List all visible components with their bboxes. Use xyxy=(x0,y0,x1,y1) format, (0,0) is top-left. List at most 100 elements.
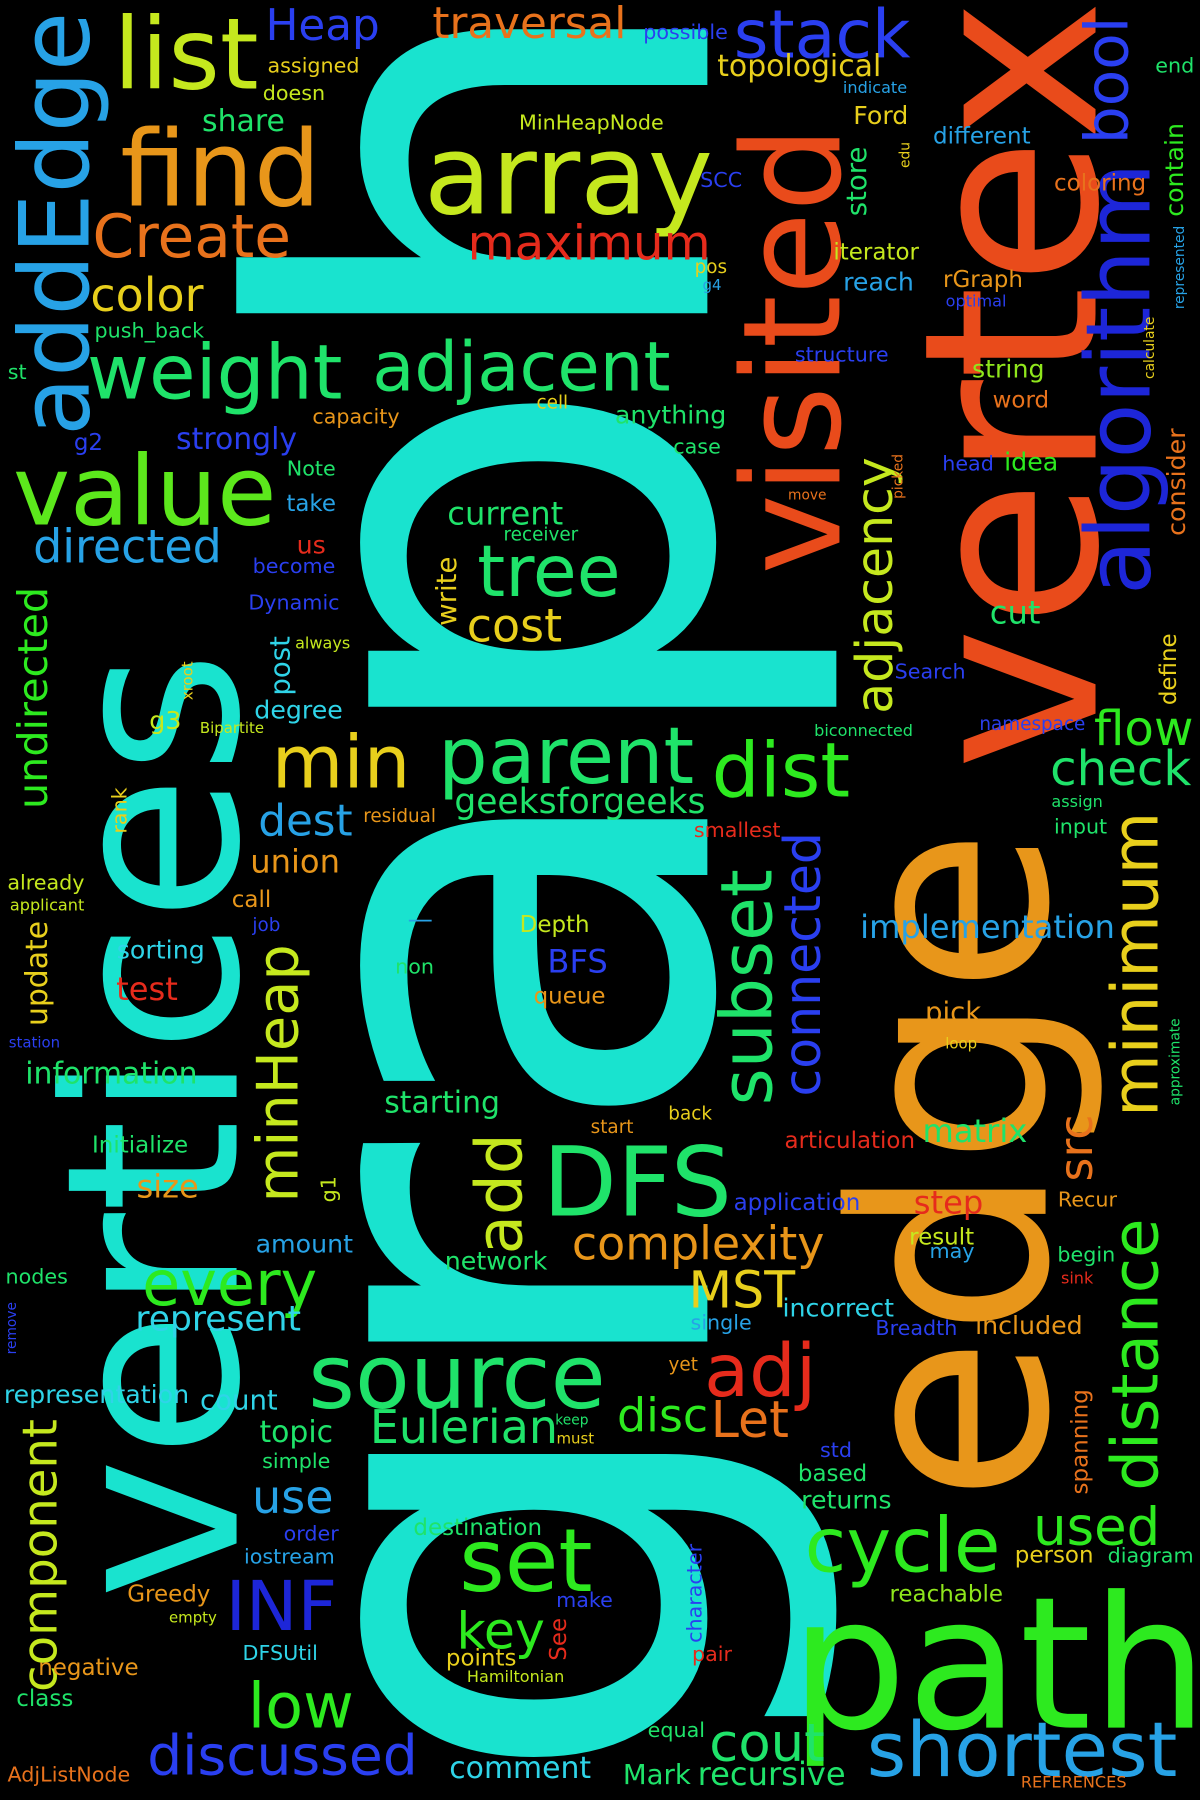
word-represented: represented xyxy=(1171,225,1188,310)
word-make: make xyxy=(556,1588,613,1613)
word-topic: topic xyxy=(259,1415,334,1450)
word-receiver: receiver xyxy=(503,523,579,546)
word-test: test xyxy=(116,970,178,1008)
word-Recur: Recur xyxy=(1057,1188,1118,1213)
word-DFS: DFS xyxy=(542,1126,732,1239)
word-dest: dest xyxy=(258,795,353,847)
word-take: take xyxy=(286,489,337,517)
word-Heap: Heap xyxy=(265,0,380,51)
word-topological: topological xyxy=(717,49,882,84)
word-class: class xyxy=(16,1684,74,1712)
word-Dynamic: Dynamic xyxy=(248,591,340,616)
word-push_back: push_back xyxy=(94,319,205,344)
word-back: back xyxy=(668,1102,712,1124)
word-disc: disc xyxy=(617,1390,709,1443)
word-may: may xyxy=(929,1239,975,1264)
word-residual: residual xyxy=(363,804,437,827)
word-pos: pos xyxy=(694,255,728,278)
word-source: source xyxy=(308,1325,606,1430)
word-different: different xyxy=(933,121,1031,150)
word-stack: stack xyxy=(733,0,911,74)
word-sink: sink xyxy=(1060,1269,1094,1289)
word-end: end xyxy=(1155,53,1195,79)
word-color: color xyxy=(90,269,204,323)
word-remove: remove xyxy=(3,1302,20,1355)
word-keep: keep xyxy=(555,1411,589,1429)
word-src: src xyxy=(1050,1114,1104,1182)
word-implementation: implementation xyxy=(860,908,1115,946)
word-g2: g2 xyxy=(73,428,104,456)
word-picked: picked xyxy=(889,453,907,499)
word-Breadth: Breadth xyxy=(875,1316,958,1341)
word-included: included xyxy=(975,1312,1083,1341)
word-Mark: Mark xyxy=(622,1758,691,1791)
word-string: string xyxy=(971,355,1045,385)
word-std: std xyxy=(819,1438,852,1463)
word-complexity: complexity xyxy=(571,1217,825,1271)
word-size: size xyxy=(136,1167,199,1206)
word-assign: assign xyxy=(1051,793,1103,812)
word-approximate: approximate xyxy=(1166,1018,1183,1106)
word-represent: represent xyxy=(135,1299,301,1340)
word-Initialize: Initialize xyxy=(92,1130,189,1159)
word-pick: pick xyxy=(924,996,982,1029)
word-See: See xyxy=(544,1617,572,1661)
word-cell: cell xyxy=(536,391,569,414)
word-input: input xyxy=(1053,815,1108,840)
word-dist: dist xyxy=(711,726,851,816)
word-Eulerian: Eulerian xyxy=(369,1401,558,1455)
word-assigned: assigned xyxy=(267,53,360,79)
word-order: order xyxy=(283,1522,339,1547)
word-applicant: applicant xyxy=(9,896,85,915)
word-min: min xyxy=(271,720,411,806)
word-idea: idea xyxy=(1004,448,1059,478)
word-spanning: spanning xyxy=(1065,1389,1094,1495)
word-shortest: shortest xyxy=(866,1705,1178,1795)
word-write: write xyxy=(430,556,463,626)
word-cycle: cycle xyxy=(804,1501,1001,1590)
word-AdjListNode: AdjListNode xyxy=(7,1763,131,1788)
word-coloring: coloring xyxy=(1054,168,1147,197)
word-anything: anything xyxy=(614,401,727,431)
word-directed: directed xyxy=(33,521,222,574)
word-cut: cut xyxy=(989,593,1041,632)
word-subset: subset xyxy=(705,869,789,1106)
word-must: must xyxy=(556,1430,595,1449)
word-value: value xyxy=(12,435,277,548)
word-network: network xyxy=(444,1247,548,1277)
word-union: union xyxy=(250,842,340,881)
word-key: key xyxy=(456,1602,545,1662)
word-incorrect: incorrect xyxy=(782,1294,895,1324)
word-biconnected: biconnected xyxy=(814,722,913,741)
word-optimal: optimal xyxy=(945,292,1007,312)
word-queue: queue xyxy=(533,981,606,1010)
word-equal: equal xyxy=(647,1718,706,1743)
word-application: application xyxy=(733,1188,861,1216)
word-possible: possible xyxy=(643,20,728,45)
word-cout: cout xyxy=(709,1711,825,1774)
word-smallest: smallest xyxy=(693,818,781,843)
word-amount: amount xyxy=(255,1230,354,1260)
word-used: used xyxy=(1033,1495,1161,1558)
word-Search: Search xyxy=(894,660,966,685)
word-word: word xyxy=(992,385,1050,414)
word-st: st xyxy=(7,360,27,385)
word-call: call xyxy=(231,885,272,913)
word-iterator: iterator xyxy=(833,237,919,266)
word-destination: destination xyxy=(413,1513,543,1541)
word-indicate: indicate xyxy=(842,79,908,98)
word-weight: weight xyxy=(86,328,343,417)
word-array: array xyxy=(423,111,713,240)
word-negative: negative xyxy=(38,1653,139,1681)
word-INF: INF xyxy=(225,1566,338,1648)
word-Let: Let xyxy=(710,1391,789,1450)
word-rank: rank xyxy=(107,787,133,834)
word-doesn: doesn xyxy=(262,81,326,106)
word-flow: flow xyxy=(1094,700,1194,757)
word-define: define xyxy=(1154,633,1182,706)
word-Depth: Depth xyxy=(519,910,590,938)
word-component: component xyxy=(11,1419,68,1692)
word-sorting: sorting xyxy=(116,936,205,966)
word-g4: g4 xyxy=(702,277,722,295)
